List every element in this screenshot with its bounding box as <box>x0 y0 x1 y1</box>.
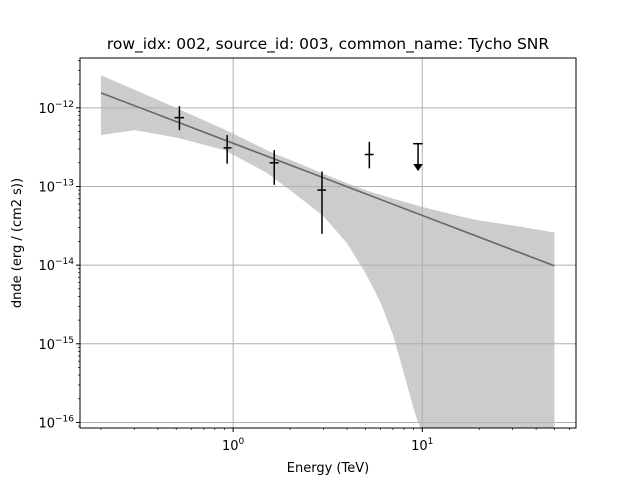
flux-point <box>223 135 232 164</box>
flux-point <box>269 150 279 185</box>
flux-point <box>364 141 374 169</box>
y-tick-label: 10−15 <box>38 336 74 353</box>
y-axis-label: dnde (erg / (cm2 s)) <box>10 178 25 308</box>
model-line <box>100 92 555 267</box>
flux-points-layer <box>174 106 423 234</box>
chart-title: row_idx: 002, source_id: 003, common_nam… <box>107 35 550 54</box>
x-tick-label: 101 <box>411 437 433 454</box>
upper-limit-arrow-icon <box>413 164 423 172</box>
y-tick-label: 10−12 <box>38 100 74 117</box>
x-tick-label: 100 <box>222 437 245 454</box>
error-band-layer <box>100 75 555 428</box>
error-band <box>100 75 555 428</box>
flux-point <box>317 171 327 234</box>
model-line-layer <box>100 92 555 267</box>
plot-frame <box>79 57 577 429</box>
flux-point <box>174 106 185 131</box>
y-tick-label: 10−16 <box>38 414 74 431</box>
grid-layer <box>80 58 576 428</box>
y-tick-label: 10−13 <box>38 178 74 195</box>
y-tick-label: 10−14 <box>38 257 74 274</box>
x-axis-label: Energy (TeV) <box>287 461 369 476</box>
ticks-layer: 100 101 10−16 10−15 10−14 10−13 10−12 <box>38 60 570 454</box>
upper-limit <box>413 142 423 172</box>
